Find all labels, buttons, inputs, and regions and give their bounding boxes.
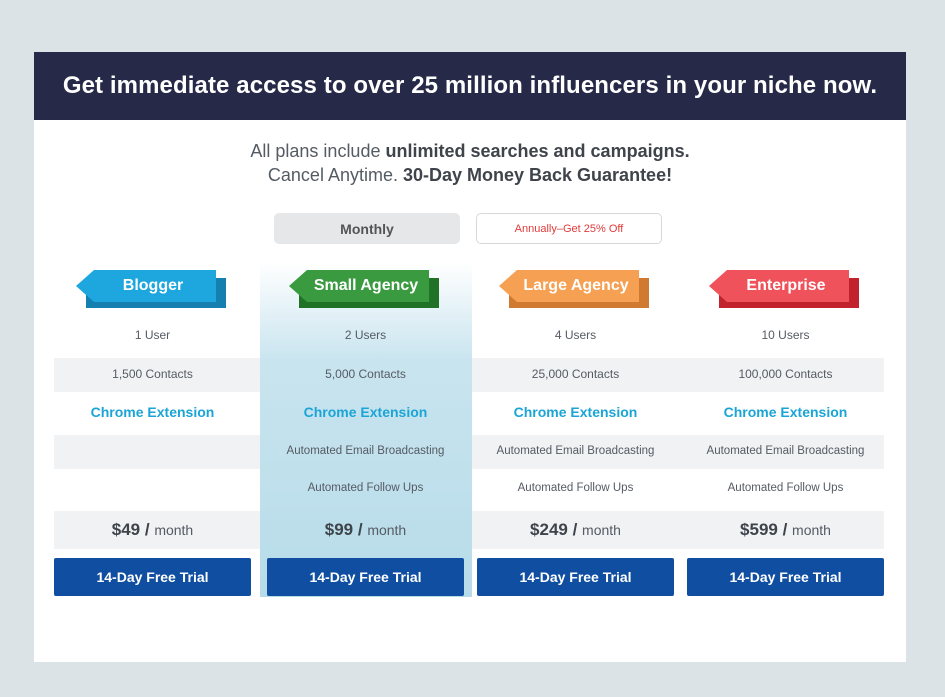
plan-tag: Small Agency: [289, 270, 439, 308]
free-trial-button[interactable]: 14-Day Free Trial: [54, 558, 251, 596]
plan-tag: Blogger: [76, 270, 226, 308]
price-amount: $249: [530, 520, 568, 539]
plan-followup-feature: Automated Follow Ups: [517, 482, 634, 494]
chrome-extension-link[interactable]: Chrome Extension: [90, 404, 215, 420]
banner-title: Get immediate access to over 25 million …: [62, 72, 878, 99]
plan-price: $249 / month: [530, 520, 621, 539]
price-period: month: [792, 522, 831, 538]
plan-price: $599 / month: [740, 520, 831, 539]
billing-annual-tab[interactable]: Annually–Get 25% Off: [476, 213, 662, 244]
intro-line2-bold: 30-Day Money Back Guarantee!: [402, 165, 673, 185]
plan-contacts: 25,000 Contacts: [531, 367, 620, 381]
plan-followup-feature: Automated Follow Ups: [307, 482, 424, 494]
plan-blogger: Blogger 1 User 1,500 Contacts Chrome Ext…: [54, 270, 251, 600]
price-amount: $99: [324, 520, 354, 539]
free-trial-button[interactable]: 14-Day Free Trial: [687, 558, 884, 596]
pricing-card: Get immediate access to over 25 million …: [34, 52, 906, 662]
free-trial-button[interactable]: 14-Day Free Trial: [267, 558, 464, 596]
intro-line1-prefix: All plans include: [250, 141, 386, 161]
price-amount: $599: [740, 520, 778, 539]
plan-email-feature: Automated Email Broadcasting: [286, 445, 445, 457]
plan-contacts: 100,000 Contacts: [738, 367, 833, 381]
plan-email-feature: Automated Email Broadcasting: [706, 445, 865, 457]
plan-users: 2 Users: [344, 328, 387, 342]
plan-tag: Enterprise: [709, 270, 859, 308]
featured-plan-highlight: [260, 262, 472, 597]
chrome-extension-link[interactable]: Chrome Extension: [303, 404, 428, 420]
plan-name: Blogger: [76, 270, 216, 302]
intro-line2-prefix: Cancel Anytime.: [267, 165, 403, 185]
price-period: month: [582, 522, 621, 538]
intro-line1-bold: unlimited searches and campaigns.: [385, 141, 690, 161]
chrome-extension-link[interactable]: Chrome Extension: [723, 404, 848, 420]
plan-contacts: 1,500 Contacts: [112, 367, 193, 381]
price-period: month: [154, 522, 194, 538]
plan-large-agency: Large Agency 4 Users 25,000 Contacts Chr…: [477, 270, 674, 600]
plan-price: $99 / month: [324, 520, 407, 539]
free-trial-button[interactable]: 14-Day Free Trial: [477, 558, 674, 596]
plan-tag: Large Agency: [499, 270, 649, 308]
plan-enterprise: Enterprise 10 Users 100,000 Contacts Chr…: [687, 270, 884, 600]
price-amount: $49: [111, 520, 141, 539]
plan-name: Enterprise: [709, 270, 849, 302]
plan-name: Small Agency: [289, 270, 429, 302]
plan-users: 10 Users: [761, 328, 810, 342]
page-banner: Get immediate access to over 25 million …: [34, 52, 906, 120]
plan-contacts: 5,000 Contacts: [325, 367, 406, 381]
billing-monthly-tab[interactable]: Monthly: [274, 213, 460, 244]
plan-email-feature: Automated Email Broadcasting: [496, 445, 655, 457]
chrome-extension-link[interactable]: Chrome Extension: [513, 404, 638, 420]
price-period: month: [367, 522, 407, 538]
plan-name: Large Agency: [499, 270, 639, 302]
plan-users: 1 User: [134, 328, 171, 342]
plan-price: $49 / month: [111, 520, 194, 539]
plan-small-agency: Small Agency 2 Users 5,000 Contacts Chro…: [267, 270, 464, 600]
intro-text: All plans include unlimited searches and…: [34, 139, 906, 187]
plan-followup-feature: Automated Follow Ups: [727, 482, 844, 494]
plan-users: 4 Users: [554, 328, 597, 342]
